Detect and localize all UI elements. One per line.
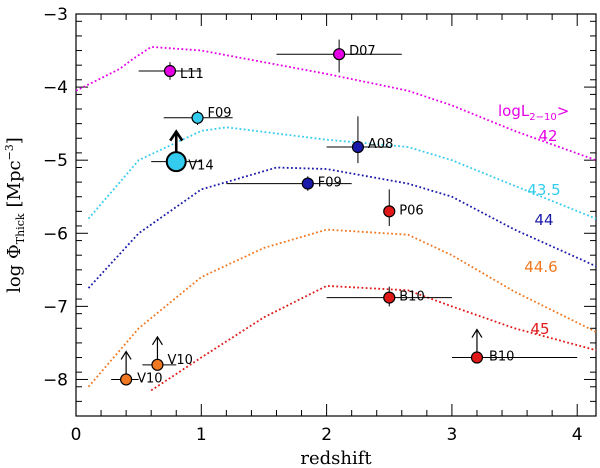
x-axis-title: redshift [300, 448, 372, 468]
data-marker [301, 177, 314, 190]
data-marker [163, 64, 177, 78]
plot-frame [75, 13, 597, 417]
x-tick-label: 4 [572, 425, 583, 445]
y-axis-title-unit: [Mpc [4, 160, 25, 207]
data-marker [191, 111, 204, 124]
data-marker [383, 205, 396, 218]
points-group: D07 L11 F09 V14 A08 F09 P06 B10 B10 V10 V10 [111, 39, 578, 386]
data-marker [351, 140, 365, 154]
y-axis-title: log ΦThick [Mpc−3] [3, 137, 27, 293]
data-point-label: B10 [489, 350, 514, 365]
limit-arrow-head [471, 328, 483, 338]
legend-title: logL2−10> [498, 102, 569, 123]
model-curve-44-6 [87, 228, 597, 388]
data-point-label: F09 [318, 176, 342, 191]
data-marker [120, 373, 133, 386]
data-point-p06: P06 [383, 189, 424, 226]
x-tick-label: 3 [446, 425, 457, 445]
data-point-label: V10 [137, 371, 162, 386]
y-tick-label: −6 [43, 224, 68, 244]
data-point-label: D07 [349, 44, 376, 59]
curve-label-42: 42 [538, 127, 557, 145]
y-axis-title-close: ] [4, 137, 25, 144]
curve-label-44: 44 [534, 211, 553, 229]
data-point-label: P06 [399, 203, 423, 218]
data-point-v10: V10 [111, 350, 163, 386]
legend-group: logL2−10> [498, 102, 569, 123]
curve-label-45: 45 [530, 320, 549, 338]
y-tick-label: −5 [43, 151, 68, 171]
data-point-label: V14 [188, 159, 213, 174]
data-point-label: L11 [180, 67, 204, 82]
y-axis-title-sub: Thick [14, 213, 27, 244]
legend-title-sub: 2−10 [529, 112, 556, 123]
y-tick-label: −4 [43, 78, 68, 98]
limit-arrow-head [169, 129, 184, 142]
data-point-v10: V10 [142, 335, 193, 371]
y-axis-title-exp: −3 [3, 144, 16, 160]
data-point-d07: D07 [276, 39, 402, 73]
model-curve-43-5 [87, 126, 597, 220]
curve-label-44-6: 44.6 [524, 258, 557, 276]
axes-group: 0 1 2 3 4 −3 −4 −5 −6 −7 −8 [43, 5, 596, 445]
data-point-label: A08 [368, 137, 393, 152]
data-point-f09: F09 [226, 176, 352, 191]
limit-arrow-head [151, 335, 163, 346]
y-tick-label: −3 [43, 5, 68, 25]
model-curve-44 [87, 166, 597, 289]
data-point-l11: L11 [138, 62, 204, 82]
x-tick-label: 0 [71, 425, 82, 445]
data-point-v14: V14 [151, 129, 214, 174]
data-marker [165, 151, 187, 173]
curves-group: 42 43.5 44 44.6 45 [75, 45, 597, 392]
data-marker [333, 48, 346, 61]
data-marker [383, 291, 396, 304]
y-tick-label: −7 [43, 297, 68, 317]
legend-title-suffix: > [557, 102, 570, 120]
data-point-b10: B10 [326, 286, 452, 307]
data-marker [470, 351, 484, 364]
x-tick-label: 2 [321, 425, 332, 445]
y-axis-title-main: log Φ [4, 244, 25, 293]
legend-title-prefix: logL [498, 102, 530, 120]
data-point-b10: B10 [451, 328, 578, 365]
data-point-label: V10 [167, 353, 192, 368]
x-tick-label: 1 [196, 425, 207, 445]
data-point-label: B10 [399, 290, 424, 305]
curve-label-43-5: 43.5 [527, 181, 560, 199]
y-tick-label: −8 [43, 370, 68, 390]
model-curve-45 [150, 284, 597, 392]
data-point-a08: A08 [326, 116, 393, 164]
data-point-label: F09 [208, 106, 232, 121]
data-point-f09: F09 [163, 106, 233, 126]
data-marker [151, 358, 164, 371]
limit-arrow-head [120, 350, 132, 360]
